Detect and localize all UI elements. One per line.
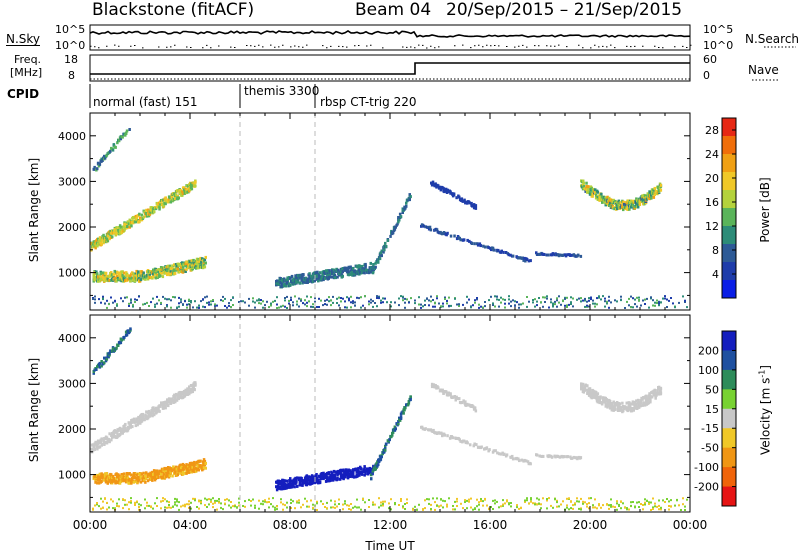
power-colorbar-seg-4 [722,190,736,209]
xtick-label-1: 04:00 [173,518,208,532]
ytick-label-1-2: 3000 [58,377,86,390]
xtick-label-3: 12:00 [373,518,408,532]
velocity-panel-frame [89,314,691,513]
power-colorbar-tick-6: 4 [712,268,719,281]
power-heatmap [90,128,688,309]
velocity-colorbar-seg-1 [722,350,736,371]
nsky-tick-bottom: 10^0 [55,39,86,52]
nsearch-label: N.Search [745,32,800,46]
cpid-mode-1: normal (fast) 151 [93,95,198,109]
velocity-colorbar-seg-2 [722,369,736,390]
ytick-label-1-1: 2000 [58,423,86,436]
nsearch-tick-top: 10^5 [703,23,734,36]
velocity-colorbar-tick-5: -50 [701,442,719,455]
velocity-colorbar-tick-0: 200 [698,344,719,357]
velocity-colorbar [721,330,737,507]
velocity-colorbar-seg-3 [722,389,736,410]
power-colorbar-seg-7 [722,244,736,263]
power-colorbar-tick-4: 12 [705,220,719,233]
power-colorbar-tick-5: 8 [712,244,719,257]
power-colorbar-tick-3: 16 [705,196,719,209]
power-colorbar-tick-2: 20 [705,172,719,185]
power-colorbar-seg-3 [722,172,736,191]
freq-tick-bottom: 8 [68,69,75,82]
velocity-colorbar-seg-5 [722,428,736,449]
freq-tick-top: 18 [64,53,78,66]
cpid-mode-2: themis 3300 [244,84,320,98]
velocity-colorbar-tick-6: -100 [694,461,719,474]
power-colorbar [721,117,737,299]
velocity-colorbar-tick-4: -15 [701,422,719,435]
nsearch-dots [90,44,692,49]
xtick-label-2: 08:00 [273,518,308,532]
power-colorbar-seg-5 [722,208,736,227]
velocity-colorbar-seg-7 [722,467,736,488]
ytick-label-0-2: 3000 [58,175,86,188]
power-colorbar-seg-6 [722,226,736,245]
velocity-colorbar-seg-0 [722,331,736,351]
nave-label: Nave [748,63,779,77]
nsky-line [89,30,691,38]
velocity-colorbar-tick-2: 50 [705,383,719,396]
cpid-label: CPID [7,87,40,101]
nsky-frame [89,24,691,51]
date-range: 20/Sep/2015 – 21/Sep/2015 [446,0,683,20]
power-colorbar-tick-1: 24 [705,148,719,161]
power-colorbar-seg-1 [722,136,736,155]
beam-label: Beam 04 [355,0,432,20]
xtick-label-4: 16:00 [473,518,508,532]
velocity-colorbar-tick-1: 100 [698,364,719,377]
velocity-heatmap [90,327,688,511]
xtick-label-0: 00:00 [73,518,108,532]
ytick-label-0-0: 1000 [58,267,86,280]
xtick-label-6: 00:00 [673,518,708,532]
ytick-label-0-3: 4000 [58,130,86,143]
velocity-colorbar-seg-6 [722,447,736,468]
power-colorbar-seg-8 [722,262,736,281]
velocity-colorbar-tick-7: -200 [694,481,719,494]
power-colorbar-seg-2 [722,154,736,173]
nave-tick-top: 60 [703,53,717,66]
velocity-colorbar-seg-4 [722,408,736,429]
ytick-label-0-1: 2000 [58,221,86,234]
power-panel-frame [89,112,691,311]
ytick-label-1-3: 4000 [58,332,86,345]
power-colorbar-seg-0 [722,118,736,137]
ytick-label-1-0: 1000 [58,469,86,482]
power-colorbar-seg-9 [722,280,736,299]
velocity-colorbar-seg-8 [722,486,736,507]
nave-tick-bottom: 0 [703,69,710,82]
xaxis-label: Time UT [365,539,415,553]
freq-line [90,62,690,75]
freq-unit-label: [MHz] [10,66,43,79]
cpid-mode-3: rbsp CT-trig 220 [320,95,417,109]
velocity-colorbar-tick-3: 15 [705,403,719,416]
station-title: Blackstone (fitACF) [92,0,255,20]
nsky-tick-top: 10^5 [55,23,86,36]
nsky-label: N.Sky [6,32,41,46]
xtick-label-5: 20:00 [573,518,608,532]
nsearch-tick-bottom: 10^0 [703,39,734,52]
freq-frame [89,54,691,82]
power-colorbar-tick-0: 28 [705,124,719,137]
freq-label: Freq. [14,53,42,66]
